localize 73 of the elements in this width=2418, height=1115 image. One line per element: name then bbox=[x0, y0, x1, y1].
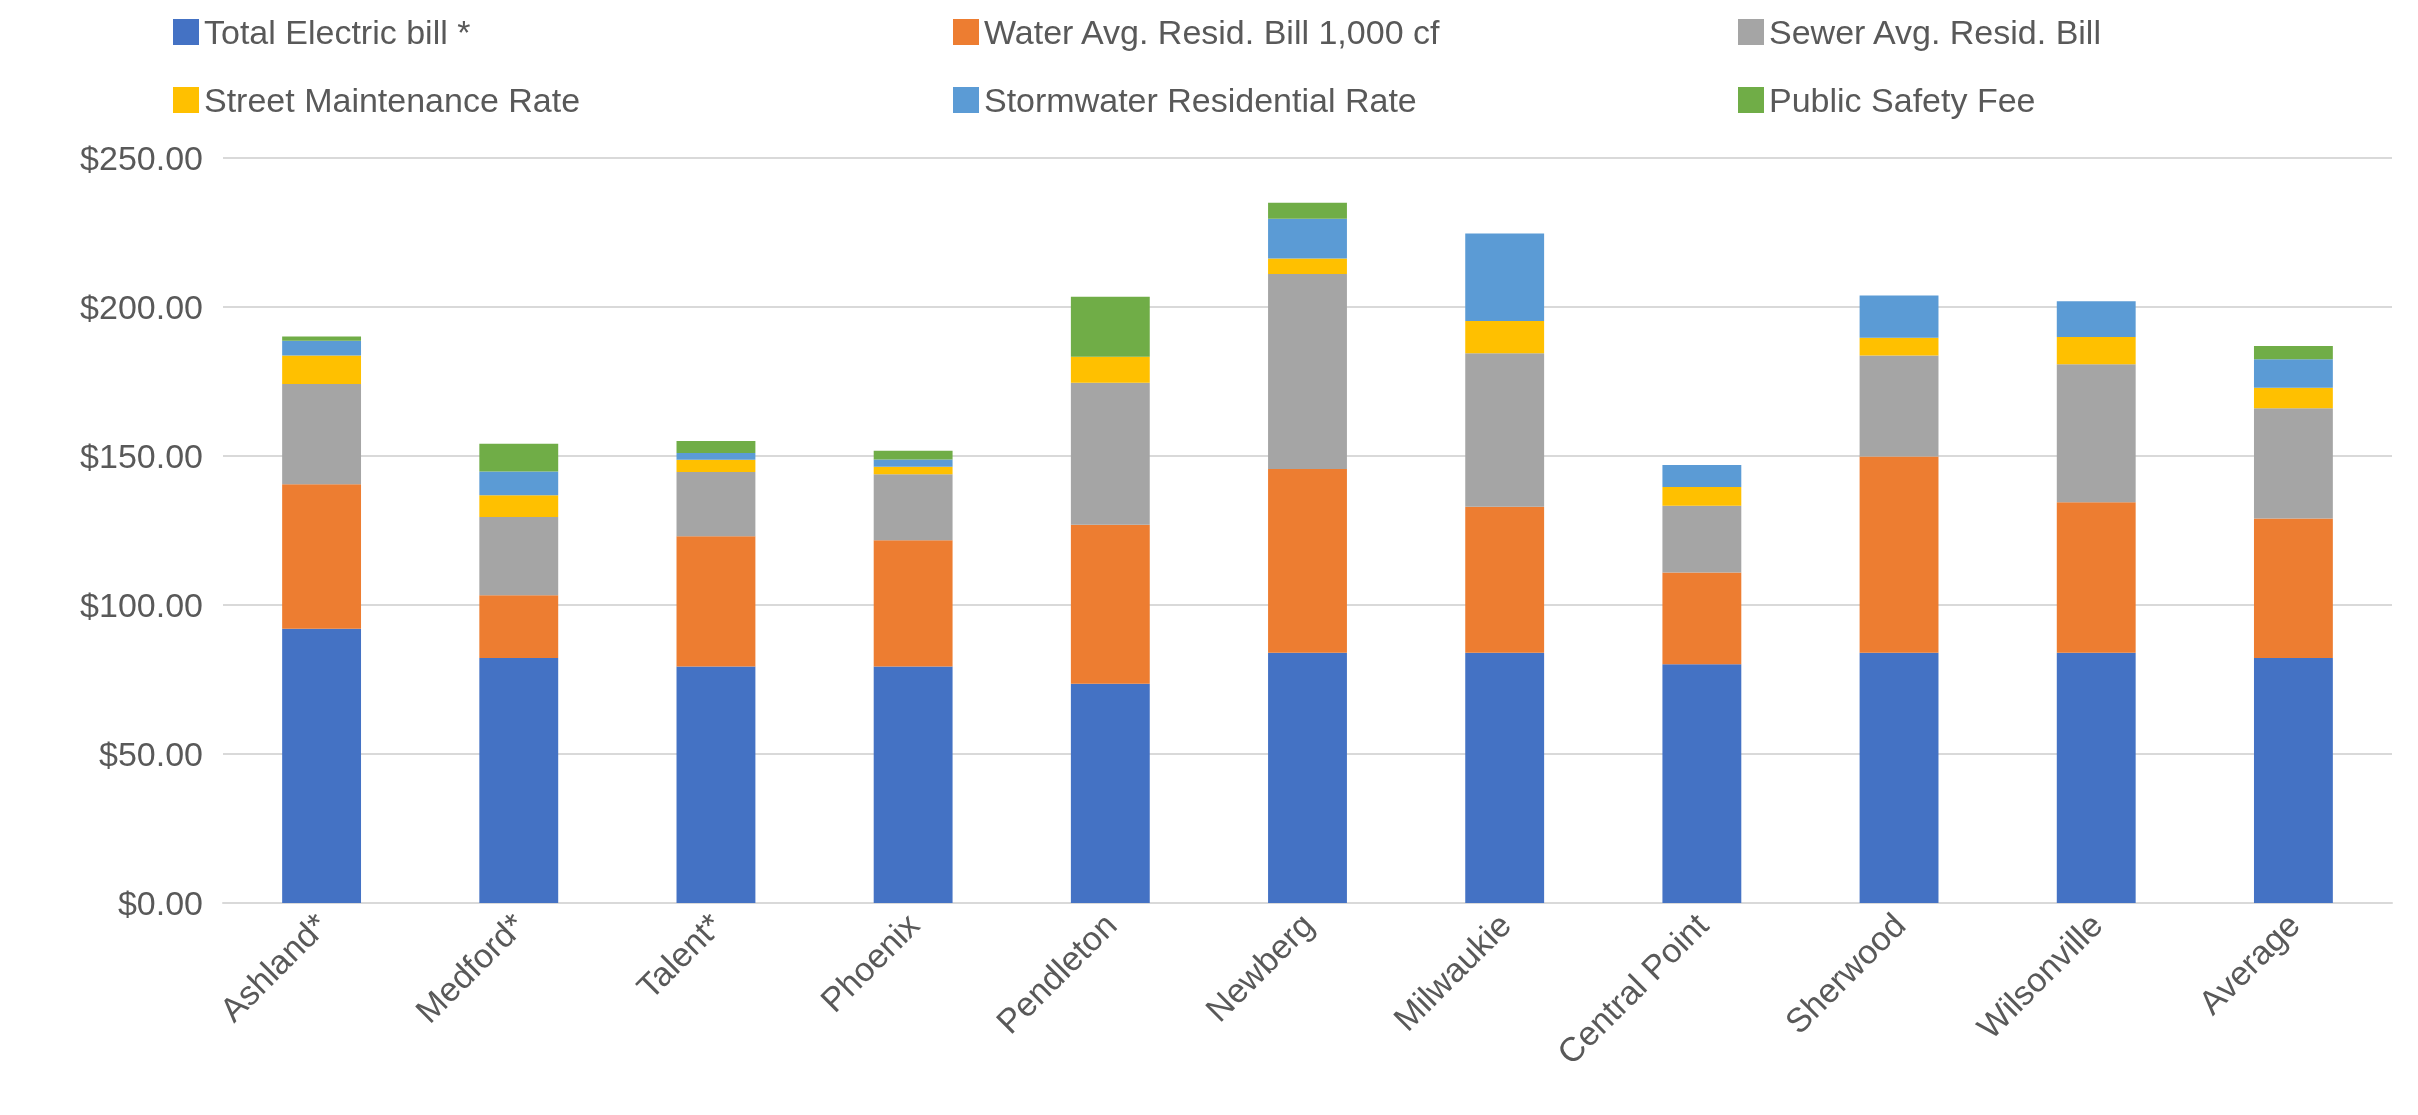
bar bbox=[2056, 652, 2136, 903]
bar bbox=[1465, 506, 1545, 653]
bar bbox=[1662, 664, 1742, 903]
bar bbox=[1465, 353, 1545, 507]
bar bbox=[1268, 469, 1347, 653]
bar bbox=[2056, 502, 2136, 653]
bar bbox=[2056, 364, 2136, 503]
bar bbox=[1268, 202, 1347, 219]
legend-label: Water Avg. Resid. Bill 1,000 cf bbox=[984, 13, 1440, 51]
bar bbox=[1070, 356, 1150, 383]
bar bbox=[873, 474, 953, 541]
bar bbox=[873, 466, 953, 475]
y-tick-label: $150.00 bbox=[80, 437, 203, 475]
bar bbox=[676, 536, 756, 667]
bar bbox=[2253, 408, 2333, 519]
bar bbox=[873, 459, 953, 467]
bar bbox=[676, 459, 756, 473]
bar bbox=[1268, 258, 1347, 274]
bar bbox=[676, 666, 756, 903]
bar bbox=[282, 336, 362, 341]
bar bbox=[1662, 505, 1742, 573]
legend-label: Sewer Avg. Resid. Bill bbox=[1769, 13, 2101, 51]
bar bbox=[479, 471, 559, 496]
bar bbox=[479, 443, 559, 472]
y-tick-label: $200.00 bbox=[80, 288, 203, 326]
bar bbox=[1268, 218, 1347, 259]
y-tick-label: $100.00 bbox=[80, 586, 203, 624]
bar bbox=[479, 595, 559, 659]
bar bbox=[1070, 524, 1150, 684]
bar bbox=[282, 628, 362, 903]
bar bbox=[282, 355, 362, 384]
bar bbox=[2253, 359, 2333, 388]
bar bbox=[1859, 355, 1939, 457]
bar bbox=[873, 450, 953, 460]
bar bbox=[1859, 337, 1939, 356]
bar bbox=[282, 383, 362, 485]
bar bbox=[1662, 464, 1742, 487]
bar bbox=[1662, 572, 1742, 665]
legend-label: Stormwater Residential Rate bbox=[984, 81, 1417, 119]
legend-label: Public Safety Fee bbox=[1769, 81, 2036, 119]
bar bbox=[873, 666, 953, 903]
bar bbox=[1465, 233, 1545, 322]
bar bbox=[2253, 346, 2333, 360]
bar bbox=[2253, 658, 2333, 903]
bar bbox=[1268, 652, 1347, 903]
bar bbox=[2253, 518, 2333, 659]
bar bbox=[1662, 486, 1742, 506]
bar bbox=[1859, 652, 1939, 903]
legend-label: Total Electric bill * bbox=[204, 13, 471, 51]
bar bbox=[1070, 296, 1150, 357]
bar bbox=[2056, 301, 2136, 338]
bar bbox=[1070, 382, 1150, 525]
y-tick-label: $250.00 bbox=[80, 139, 203, 177]
bar bbox=[1465, 652, 1545, 903]
bar bbox=[1859, 456, 1939, 653]
bar bbox=[1070, 683, 1150, 903]
bar bbox=[2253, 387, 2333, 409]
bar bbox=[676, 453, 756, 460]
bar bbox=[2056, 337, 2136, 365]
bar bbox=[479, 495, 559, 518]
bar bbox=[1465, 321, 1545, 354]
bar bbox=[676, 472, 756, 537]
bar bbox=[676, 441, 756, 454]
bar bbox=[873, 540, 953, 667]
y-tick-label: $0.00 bbox=[117, 884, 203, 922]
bar bbox=[479, 658, 559, 903]
bar bbox=[479, 517, 559, 596]
bar bbox=[1859, 295, 1939, 338]
bar bbox=[1268, 273, 1347, 470]
legend-label: Street Maintenance Rate bbox=[204, 81, 581, 119]
bar bbox=[282, 340, 362, 356]
bar bbox=[282, 484, 362, 629]
y-tick-label: $50.00 bbox=[99, 735, 203, 773]
